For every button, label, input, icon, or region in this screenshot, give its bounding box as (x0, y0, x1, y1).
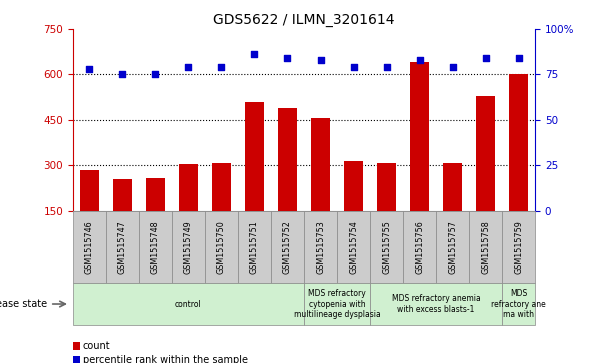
Bar (112, 179, 133, 256)
Bar (172, 211, 205, 283)
Bar (469, 211, 502, 283)
Text: count: count (83, 341, 110, 351)
Point (151, 72, 161, 77)
Bar (73, 356, 80, 363)
Text: GSM1515747: GSM1515747 (118, 220, 127, 274)
Bar (304, 283, 370, 325)
Point (283, 55, 292, 61)
Bar (80, 170, 99, 256)
Text: GSM1515751: GSM1515751 (250, 220, 259, 274)
Point (184, 64, 193, 70)
Text: GSM1515748: GSM1515748 (151, 220, 160, 274)
Bar (73, 283, 304, 325)
Text: MDS refractory
cytopenia with
multilineage dysplasia: MDS refractory cytopenia with multilinea… (294, 289, 381, 319)
Text: GSM1515753: GSM1515753 (316, 220, 325, 274)
Text: MDS
refractory ane
ma with: MDS refractory ane ma with (491, 289, 546, 319)
Title: GDS5622 / ILMN_3201614: GDS5622 / ILMN_3201614 (213, 13, 395, 26)
Bar (271, 211, 304, 283)
Bar (244, 102, 264, 256)
Bar (502, 211, 535, 283)
Bar (475, 95, 496, 256)
Text: GSM1515754: GSM1515754 (349, 220, 358, 274)
Bar (370, 211, 403, 283)
Bar (403, 211, 436, 283)
Bar (205, 211, 238, 283)
Bar (370, 283, 502, 325)
Text: GSM1515746: GSM1515746 (85, 220, 94, 274)
Text: GSM1515756: GSM1515756 (415, 220, 424, 274)
Text: GSM1515749: GSM1515749 (184, 220, 193, 274)
Bar (311, 118, 330, 256)
Point (316, 57, 325, 63)
Point (481, 55, 491, 61)
Point (447, 64, 457, 70)
Bar (502, 283, 535, 325)
Point (514, 55, 523, 61)
Text: percentile rank within the sample: percentile rank within the sample (83, 355, 247, 363)
Text: GSM1515758: GSM1515758 (481, 220, 490, 274)
Point (348, 64, 358, 70)
Bar (106, 211, 139, 283)
Bar (410, 62, 429, 256)
Text: disease state: disease state (0, 299, 47, 309)
Bar (145, 178, 165, 256)
Bar (509, 74, 528, 256)
Text: GSM1515750: GSM1515750 (217, 220, 226, 274)
Bar (376, 163, 396, 256)
Bar (238, 211, 271, 283)
Bar (278, 108, 297, 256)
Bar (139, 211, 172, 283)
Point (250, 52, 260, 57)
Point (216, 64, 226, 70)
Bar (443, 163, 463, 256)
Bar (212, 163, 232, 256)
Text: GSM1515752: GSM1515752 (283, 220, 292, 274)
Point (415, 57, 424, 63)
Text: GSM1515757: GSM1515757 (448, 220, 457, 274)
Text: GSM1515759: GSM1515759 (514, 220, 523, 274)
Bar (337, 211, 370, 283)
Bar (436, 211, 469, 283)
Text: GSM1515755: GSM1515755 (382, 220, 391, 274)
Bar (344, 160, 364, 256)
Point (85, 66, 94, 72)
Bar (179, 164, 198, 256)
Text: MDS refractory anemia
with excess blasts-1: MDS refractory anemia with excess blasts… (392, 294, 480, 314)
Text: control: control (175, 299, 202, 309)
Point (382, 64, 392, 70)
Bar (73, 211, 106, 283)
Point (117, 72, 127, 77)
Bar (304, 211, 337, 283)
Bar (73, 342, 80, 350)
